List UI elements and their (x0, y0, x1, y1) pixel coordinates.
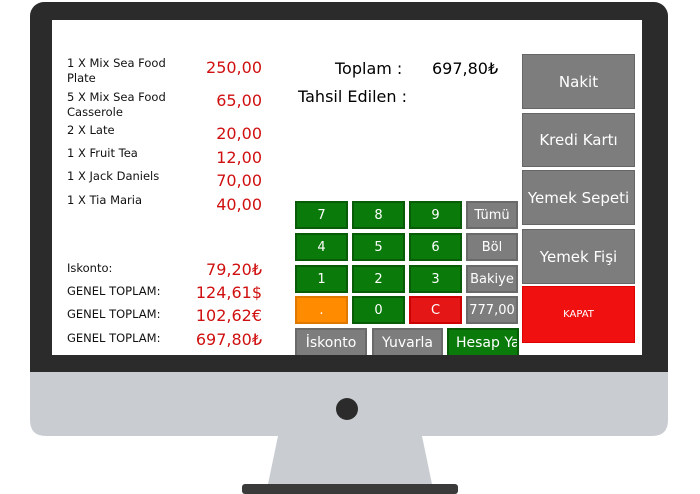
keypad-button[interactable]: 8 (352, 201, 405, 229)
summary-value: 79,20₺ (206, 260, 262, 279)
item-name: 1 X Mix Sea Food Plate (67, 56, 166, 85)
keypad-button[interactable]: 9 (409, 201, 462, 229)
item-price: 40,00 (216, 195, 262, 214)
keypad-button[interactable]: C (409, 296, 462, 324)
item-price: 70,00 (216, 171, 262, 190)
action-button[interactable]: İskonto (295, 328, 367, 355)
keypad-button[interactable]: . (295, 296, 348, 324)
keypad-button[interactable]: 4 (295, 233, 348, 261)
payment-button[interactable]: Yemek Sepeti (522, 170, 635, 225)
keypad-button[interactable]: 0 (352, 296, 405, 324)
payment-button[interactable]: Yemek Fişi (522, 229, 635, 284)
paid-label: Tahsil Edilen : (298, 87, 407, 106)
summary-value: 697,80₺ (195, 330, 262, 349)
item-name: 2 X Late (67, 123, 115, 137)
summary-value: 124,61$ (195, 283, 262, 302)
keypad-button[interactable]: 2 (352, 265, 405, 293)
keypad-button[interactable]: 5 (352, 233, 405, 261)
pos-screen: 1 X Mix Sea Food Plate 250,00 5 X Mix Sea … (52, 20, 642, 355)
summary-label: Iskonto: (67, 261, 113, 275)
keypad-button[interactable]: Bakiye (466, 265, 518, 293)
action-button[interactable]: Hesap Yaz (447, 328, 519, 355)
summary-label: GENEL TOPLAM: (67, 331, 161, 345)
keypad-button[interactable]: 6 (409, 233, 462, 261)
item-name: 1 X Jack Daniels (67, 169, 160, 183)
item-name: 1 X Fruit Tea (67, 146, 138, 160)
payment-button[interactable]: KAPAT (522, 286, 635, 343)
keypad-button[interactable]: 777,00 (466, 296, 518, 324)
action-button[interactable]: Yuvarla (372, 328, 443, 355)
keypad-button[interactable]: 1 (295, 265, 348, 293)
payment-button[interactable]: Nakit (522, 54, 635, 109)
keypad-button[interactable]: 3 (409, 265, 462, 293)
item-name: 5 X Mix Sea Food Casserole (67, 90, 166, 119)
keypad-button[interactable]: Böl (466, 233, 518, 261)
summary-value: 102,62€ (195, 306, 262, 325)
payment-button[interactable]: Kredi Kartı (522, 113, 635, 167)
total-label: Toplam : (335, 59, 403, 78)
keypad-button[interactable]: Tümü (466, 201, 518, 229)
item-price: 20,00 (216, 124, 262, 143)
keypad-button[interactable]: 7 (295, 201, 348, 229)
item-name: 1 X Tia Maria (67, 193, 143, 207)
summary-label: GENEL TOPLAM: (67, 307, 161, 321)
total-value: 697,80₺ (432, 59, 499, 78)
summary-label: GENEL TOPLAM: (67, 284, 161, 298)
item-price: 250,00 (206, 58, 262, 77)
item-price: 12,00 (216, 148, 262, 167)
item-price: 65,00 (216, 91, 262, 110)
